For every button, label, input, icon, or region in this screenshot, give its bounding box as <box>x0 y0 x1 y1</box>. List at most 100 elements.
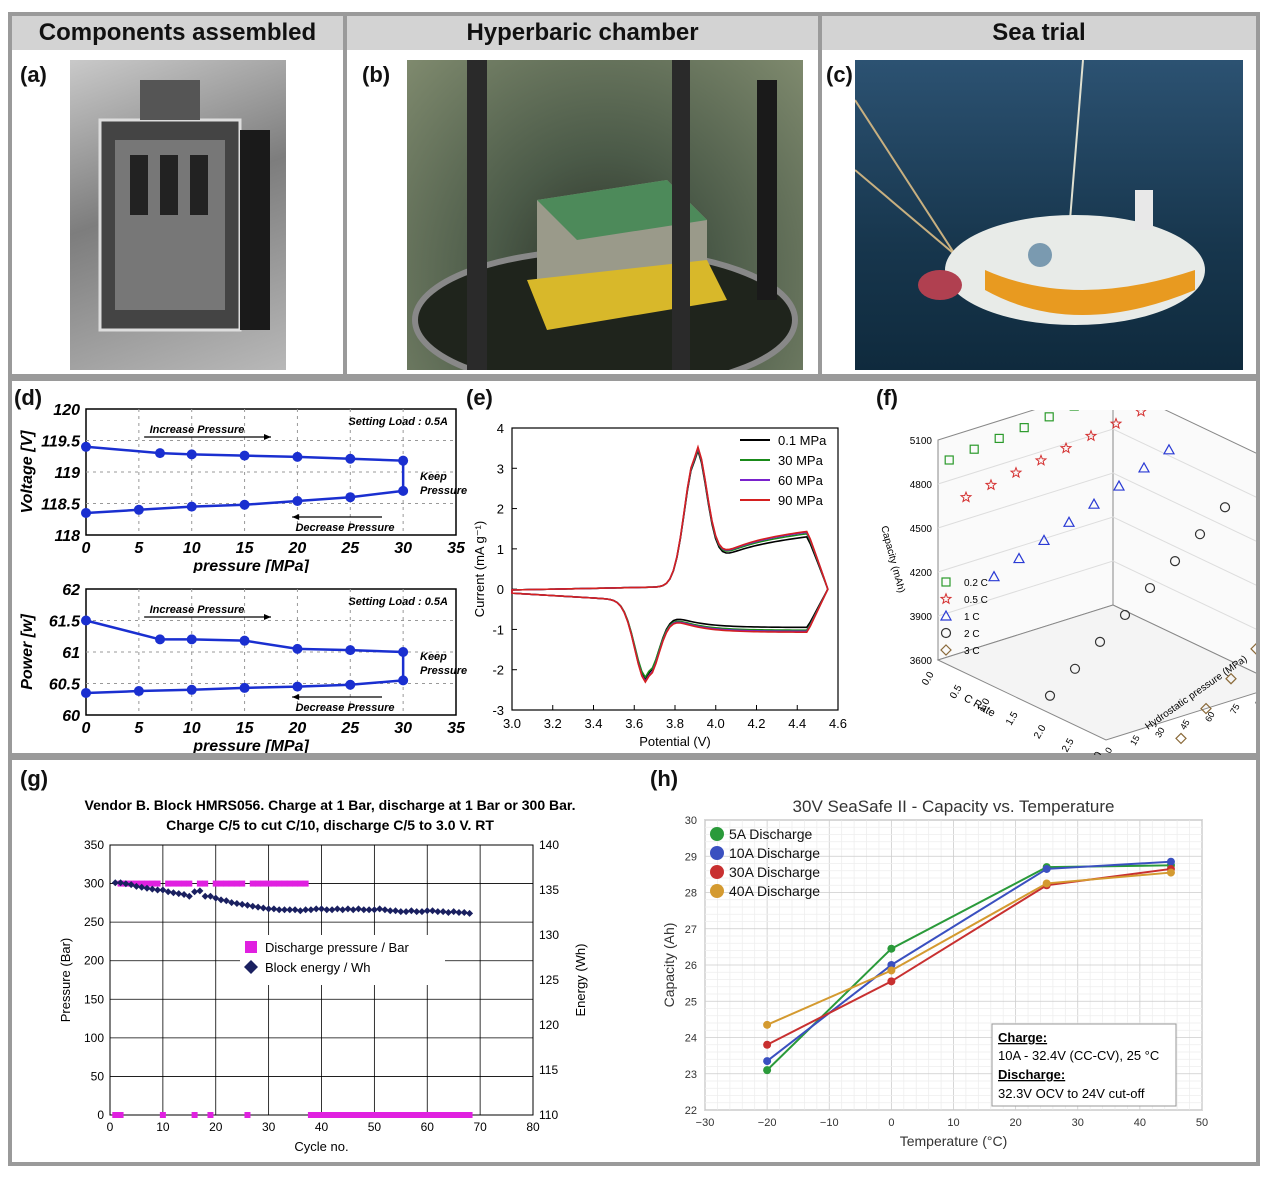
data-point <box>940 644 952 656</box>
x-tick-label: 15 <box>236 540 255 557</box>
power-vs-pressure-chart: 60 60.5 61 61.5 62 0 5 10 15 20 25 30 35 pressure [MP… <box>19 582 467 753</box>
data-point <box>1250 643 1256 655</box>
data-point <box>1119 609 1131 621</box>
y-tick-label: 4200 <box>910 568 933 579</box>
data-point <box>1059 441 1073 454</box>
pressure-point <box>138 880 145 887</box>
pressure-point <box>260 880 267 887</box>
y-axis-label: Power [w] <box>19 614 36 690</box>
pressure-point <box>292 880 299 887</box>
decrease-pressure-label: Decrease Pressure <box>295 522 394 534</box>
data-point <box>292 643 303 654</box>
chart-title: Vendor B. Block HMRS056. Charge at 1 Bar… <box>85 797 576 813</box>
pressure-point <box>445 1112 452 1118</box>
x-tick-label: 4.0 <box>707 716 725 731</box>
data-point <box>398 485 409 496</box>
y-tick-label: -3 <box>492 703 504 718</box>
energy-point <box>254 903 262 911</box>
x-tick-label: 10 <box>156 1120 170 1134</box>
energy-point <box>318 905 325 913</box>
capacity-vs-temperature-chart: 30V SeaSafe II - Capacity vs. Temperatur… <box>661 797 1208 1149</box>
y-tick-label: -1 <box>492 622 504 637</box>
x-tick-label: 4.6 <box>829 716 847 731</box>
discharge-text: 32.3V OCV to 24V cut-off <box>998 1086 1145 1101</box>
panel-label-a: (a) <box>20 62 47 87</box>
x-tick-label: 0.0 <box>920 670 937 688</box>
data-point <box>398 455 409 466</box>
pressure-point <box>403 1112 410 1118</box>
x-tick-label: 25 <box>340 720 360 737</box>
data-point <box>1225 672 1237 685</box>
pressure-point <box>249 880 256 887</box>
y-tick-label: 30 <box>685 815 697 827</box>
pressure-point <box>270 880 277 887</box>
y-tick-label: 120 <box>53 402 80 419</box>
x-tick-label: 1.5 <box>1004 710 1021 728</box>
x-tick-label: 50 <box>1196 1117 1208 1129</box>
y2-tick-label: 140 <box>539 838 559 852</box>
pressure-point <box>461 1112 468 1118</box>
energy-point <box>402 908 410 916</box>
y-tick-label: 0 <box>97 1108 104 1122</box>
energy-point <box>429 907 437 915</box>
data-point <box>1175 732 1187 745</box>
arrow-head <box>292 694 300 700</box>
data-point <box>887 966 896 975</box>
energy-point <box>439 908 447 916</box>
pressure-point <box>371 1112 378 1118</box>
data-point <box>81 615 91 626</box>
energy-point <box>392 907 400 915</box>
pressure-point <box>159 1112 166 1118</box>
energy-point <box>386 907 394 915</box>
data-point <box>1087 497 1101 509</box>
data-point <box>133 686 144 697</box>
pressure-point <box>350 1112 357 1118</box>
pressure-point <box>170 880 177 887</box>
x-tick-label: 15 <box>236 720 255 737</box>
data-point <box>292 681 303 692</box>
data-point <box>1200 702 1212 715</box>
data-point <box>292 451 303 462</box>
legend-label: 30 MPa <box>778 453 824 468</box>
pressure-point <box>255 880 262 887</box>
energy-point <box>164 888 172 896</box>
x-tick-label: 50 <box>368 1120 382 1134</box>
x-tick-label: 3.8 <box>666 716 684 731</box>
energy-point <box>376 905 384 913</box>
y-tick-label: 60 <box>62 708 80 725</box>
pressure-point <box>376 1112 383 1118</box>
data-point <box>345 492 356 503</box>
keep-label: Keep <box>420 471 447 483</box>
arrow-head <box>264 434 271 440</box>
data-point <box>887 977 896 986</box>
x-tick-label: 35 <box>447 720 466 737</box>
y-tick-label: 24 <box>685 1033 697 1045</box>
data-point <box>292 495 303 506</box>
energy-point <box>217 896 225 904</box>
energy-point <box>381 906 389 914</box>
x-tick-label: 0 <box>888 1117 894 1129</box>
pressure-point <box>429 1112 436 1118</box>
x-tick-label: 20 <box>288 540 307 557</box>
y-tick-label: 100 <box>84 1031 104 1045</box>
x-tick-label: 35 <box>447 540 466 557</box>
legend-label: Discharge pressure / Bar <box>265 940 409 955</box>
x-tick-label: 30 <box>394 720 412 737</box>
y-axis-label: Current (mA g⁻¹) <box>472 521 487 617</box>
battery-assembly-photo <box>70 60 286 370</box>
pressure-point <box>440 1112 447 1118</box>
x-axis-label: Temperature (°C) <box>900 1133 1008 1149</box>
submersible-sea-trial-photo <box>855 60 1243 370</box>
data-point <box>345 645 356 656</box>
data-point <box>1144 582 1156 594</box>
pressure-point <box>196 880 203 887</box>
data-point <box>239 682 250 693</box>
legend-marker <box>710 827 724 841</box>
y2-tick-label: 115 <box>539 1063 558 1077</box>
energy-point <box>122 880 130 888</box>
data-point <box>763 1040 772 1049</box>
plot-area <box>511 427 839 711</box>
y-tick-label: 118.5 <box>41 497 81 514</box>
energy-point <box>191 888 199 896</box>
pressure-point <box>408 1112 415 1118</box>
